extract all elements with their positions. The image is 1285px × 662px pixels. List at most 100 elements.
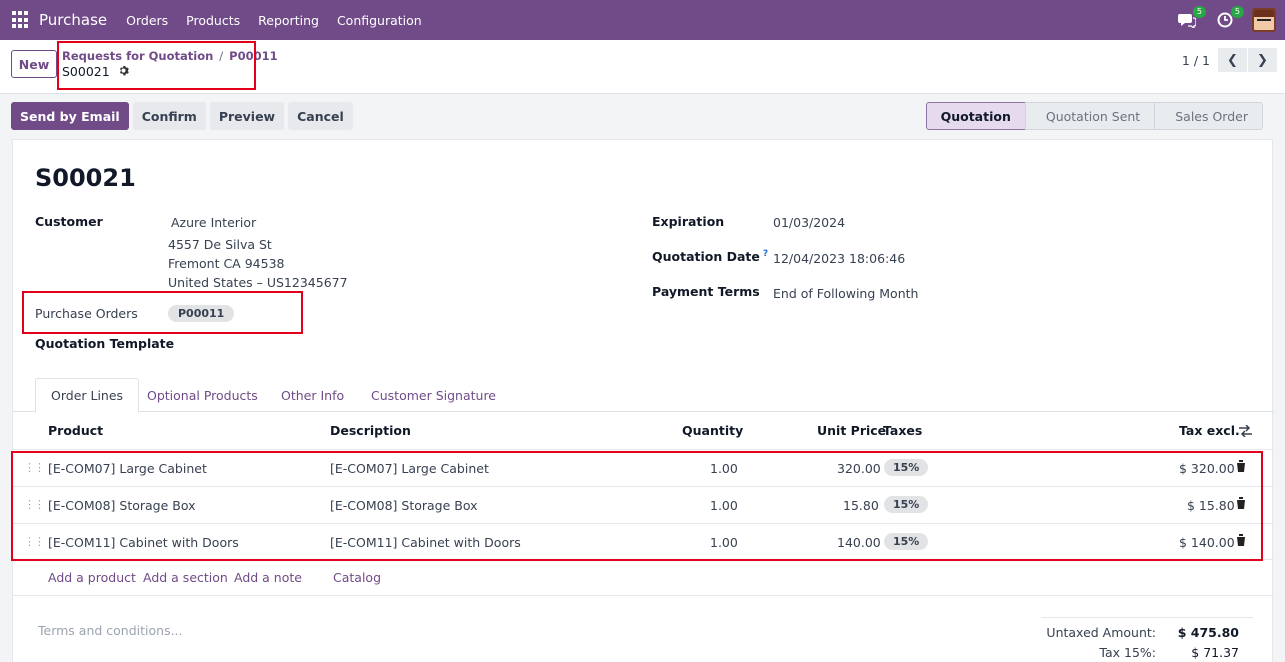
- confirm-button[interactable]: Confirm: [132, 102, 206, 130]
- messages-badge: 5: [1192, 6, 1206, 18]
- breadcrumb-separator: /: [219, 49, 224, 63]
- breadcrumb: Requests for Quotation / P00011 S00021: [62, 49, 278, 79]
- customer-address-line: United States – US12345677: [168, 275, 348, 290]
- quotation-date-label-text: Quotation Date: [652, 249, 760, 265]
- tab-order-lines[interactable]: Order Lines: [35, 378, 140, 413]
- tab-other-info[interactable]: Other Info: [281, 387, 345, 403]
- untaxed-amount-value: $ 475.80: [1177, 625, 1239, 640]
- activities-badge: 5: [1230, 6, 1244, 18]
- breadcrumb-po[interactable]: P00011: [229, 49, 278, 63]
- tax-tag[interactable]: 15%: [884, 496, 929, 513]
- tab-optional-products[interactable]: Optional Products: [147, 387, 258, 403]
- column-unit-price[interactable]: Unit Price: [817, 423, 887, 438]
- totals-divider: [1041, 617, 1253, 618]
- app-menu-icon[interactable]: [12, 11, 30, 29]
- trash-icon[interactable]: [1236, 497, 1246, 512]
- purchase-orders-label: Purchase Orders: [35, 306, 138, 321]
- add-note-link[interactable]: Add a note: [234, 570, 302, 585]
- help-icon[interactable]: ?: [762, 249, 769, 259]
- preview-button[interactable]: Preview: [209, 102, 285, 130]
- expiration-field[interactable]: 01/03/2024: [773, 215, 846, 230]
- tax-tag[interactable]: 15%: [884, 533, 929, 550]
- stage-quotation-sent[interactable]: Quotation Sent: [1024, 102, 1156, 130]
- cell-product[interactable]: [E-COM11] Cabinet with Doors: [48, 535, 239, 550]
- customer-address-line: 4557 De Silva St: [168, 237, 272, 252]
- top-navbar: Purchase Orders Products Reporting Confi…: [0, 0, 1285, 40]
- column-description[interactable]: Description: [330, 423, 411, 438]
- cell-unit-price[interactable]: 320.00: [837, 461, 881, 476]
- cell-quantity[interactable]: 1.00: [710, 498, 738, 513]
- customer-label: Customer: [35, 214, 103, 229]
- status-bar: Quotation Quotation Sent Sales Order: [925, 102, 1263, 130]
- stage-quotation[interactable]: Quotation: [925, 102, 1026, 130]
- tax-tag[interactable]: 15%: [884, 459, 929, 476]
- notebook-tabs: Order Lines Optional Products Other Info…: [13, 378, 1274, 413]
- section-divider: [13, 595, 1274, 596]
- cell-subtotal: $ 320.00: [1179, 461, 1235, 476]
- cell-description[interactable]: [E-COM08] Storage Box: [330, 498, 478, 513]
- column-tax-excl[interactable]: Tax excl.: [1179, 423, 1240, 438]
- menu-orders[interactable]: Orders: [126, 12, 169, 28]
- table-row[interactable]: ⋮⋮ [E-COM07] Large Cabinet [E-COM07] Lar…: [13, 449, 1274, 486]
- expiration-label: Expiration: [652, 214, 725, 229]
- gear-icon[interactable]: [118, 65, 129, 79]
- highlight-order-lines: [11, 451, 1263, 561]
- payment-terms-field[interactable]: End of Following Month: [773, 286, 919, 301]
- add-product-link[interactable]: Add a product: [48, 570, 136, 585]
- column-quantity[interactable]: Quantity: [682, 423, 744, 438]
- table-row[interactable]: ⋮⋮ [E-COM11] Cabinet with Doors [E-COM11…: [13, 523, 1274, 560]
- column-taxes[interactable]: Taxes: [883, 423, 923, 438]
- pager-previous-button[interactable]: ❮: [1218, 48, 1247, 72]
- cell-quantity[interactable]: 1.00: [710, 461, 738, 476]
- quotation-template-label: Quotation Template: [35, 336, 175, 351]
- cell-unit-price[interactable]: 15.80: [843, 498, 879, 513]
- send-by-email-button[interactable]: Send by Email: [11, 102, 129, 130]
- purchase-order-tag[interactable]: P00011: [168, 305, 235, 322]
- stage-sales-order[interactable]: Sales Order: [1154, 102, 1263, 130]
- pager-next-button[interactable]: ❯: [1248, 48, 1277, 72]
- drag-handle-icon[interactable]: ⋮⋮: [24, 498, 45, 511]
- breadcrumb-parent[interactable]: Requests for Quotation: [62, 49, 214, 63]
- control-panel: New Requests for Quotation / P00011 S00021…: [0, 40, 1285, 94]
- catalog-link[interactable]: Catalog: [333, 570, 382, 585]
- tax-amount-value: $ 71.37: [1191, 645, 1239, 660]
- menu-reporting[interactable]: Reporting: [258, 12, 319, 28]
- menu-configuration[interactable]: Configuration: [336, 12, 422, 28]
- optional-columns-icon[interactable]: [1239, 424, 1252, 440]
- quotation-date-field[interactable]: 12/04/2023 18:06:46: [773, 251, 906, 266]
- cancel-button[interactable]: Cancel: [288, 102, 353, 130]
- activities-icon[interactable]: 5: [1214, 6, 1244, 31]
- trash-icon[interactable]: [1236, 460, 1246, 475]
- drag-handle-icon[interactable]: ⋮⋮: [24, 535, 45, 548]
- terms-input[interactable]: Terms and conditions...: [38, 623, 183, 638]
- customer-field[interactable]: Azure Interior: [171, 215, 257, 230]
- payment-terms-label: Payment Terms: [652, 284, 760, 299]
- highlight-breadcrumb: [57, 41, 256, 90]
- user-avatar[interactable]: [1252, 8, 1276, 32]
- cell-unit-price[interactable]: 140.00: [837, 535, 881, 550]
- trash-icon[interactable]: [1236, 534, 1246, 549]
- table-row[interactable]: ⋮⋮ [E-COM08] Storage Box [E-COM08] Stora…: [13, 486, 1274, 523]
- cell-description[interactable]: [E-COM11] Cabinet with Doors: [330, 535, 521, 550]
- quotation-date-label: Quotation Date?: [652, 249, 768, 264]
- cell-description[interactable]: [E-COM07] Large Cabinet: [330, 461, 489, 476]
- drag-handle-icon[interactable]: ⋮⋮: [24, 461, 45, 474]
- cell-product[interactable]: [E-COM07] Large Cabinet: [48, 461, 207, 476]
- tab-customer-signature[interactable]: Customer Signature: [371, 387, 496, 403]
- record-title: S00021: [35, 164, 136, 192]
- column-product[interactable]: Product: [48, 423, 104, 438]
- cell-quantity[interactable]: 1.00: [710, 535, 738, 550]
- pager: 1 / 1 ❮ ❯: [1182, 48, 1277, 72]
- app-brand[interactable]: Purchase: [39, 11, 108, 29]
- pager-value[interactable]: 1 / 1: [1181, 52, 1210, 68]
- add-section-link[interactable]: Add a section: [143, 570, 228, 585]
- menu-products[interactable]: Products: [186, 12, 241, 28]
- record-name: S00021: [62, 64, 110, 79]
- cell-subtotal: $ 15.80: [1187, 498, 1235, 513]
- highlight-purchase-orders: [22, 291, 303, 334]
- cell-product[interactable]: [E-COM08] Storage Box: [48, 498, 196, 513]
- systray: 5 5: [1176, 0, 1285, 40]
- new-button[interactable]: New: [11, 50, 57, 78]
- action-buttons: Send by Email Confirm Preview Cancel: [11, 102, 357, 130]
- messages-icon[interactable]: 5: [1176, 6, 1206, 31]
